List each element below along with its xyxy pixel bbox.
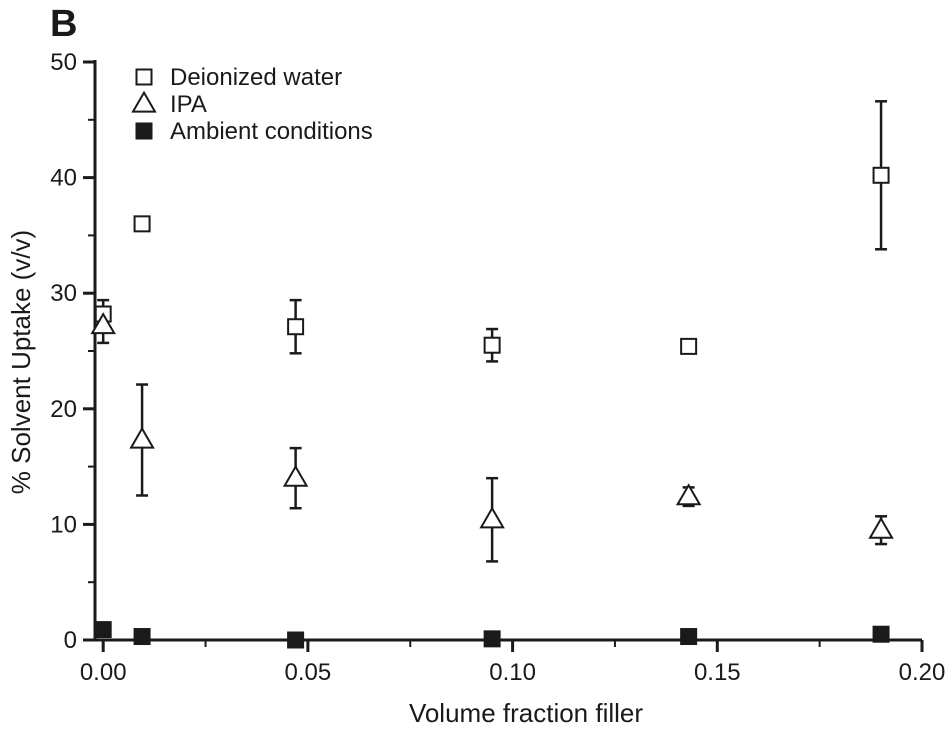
y-axis-label: % Solvent Uptake (v/v): [6, 230, 36, 494]
ipa-point: [282, 464, 309, 487]
legend-marker-ambient-conditions: [135, 122, 153, 140]
ipa-point: [90, 312, 116, 335]
x-tick-label: 0.20: [899, 659, 946, 686]
deionized-water-point: [133, 215, 151, 233]
deionized-water-point: [483, 336, 501, 354]
panel-label: B: [50, 3, 77, 45]
y-tick-label: 10: [50, 511, 77, 538]
y-tick-label: 20: [50, 396, 77, 423]
y-tick-label: 40: [50, 165, 77, 192]
error-bars: [97, 100, 888, 563]
deionized-water-point: [680, 337, 698, 355]
x-tick-label: 0.05: [285, 659, 332, 686]
x-axis-ticks: 0.00 0.05 0.10 0.15 0.20: [80, 640, 946, 686]
y-tick-label: 0: [64, 627, 77, 654]
y-tick-label: 50: [50, 49, 77, 76]
legend-label-deionized-water: Deionized water: [170, 64, 342, 91]
x-tick-label: 0.00: [80, 659, 127, 686]
ambient-conditions-point: [133, 628, 151, 646]
ambient-conditions-point: [680, 628, 698, 646]
ambient-conditions-point: [483, 630, 501, 648]
axes: [93, 60, 922, 642]
legend-label-ambient-conditions: Ambient conditions: [170, 118, 373, 145]
ambient-conditions-point: [872, 625, 890, 643]
x-tick-label: 0.10: [489, 659, 536, 686]
ipa-point: [675, 483, 702, 506]
legend-marker-ipa: [131, 90, 157, 113]
deionized-water-point: [872, 166, 890, 184]
legend-label-ipa: IPA: [170, 91, 207, 118]
data-points: [90, 166, 894, 649]
ambient-conditions-point: [94, 621, 112, 639]
ipa-point: [479, 506, 505, 529]
x-axis-label: Volume fraction filler: [409, 698, 643, 728]
deionized-water-point: [287, 318, 305, 336]
ambient-conditions-point: [287, 631, 305, 649]
ipa-point: [868, 516, 894, 539]
y-axis-ticks: 0 10 20 30 40 50: [50, 49, 95, 654]
y-tick-label: 30: [50, 280, 77, 307]
ipa-point: [129, 426, 155, 449]
legend-marker-deionized-water: [135, 68, 153, 86]
x-tick-label: 0.15: [694, 659, 741, 686]
